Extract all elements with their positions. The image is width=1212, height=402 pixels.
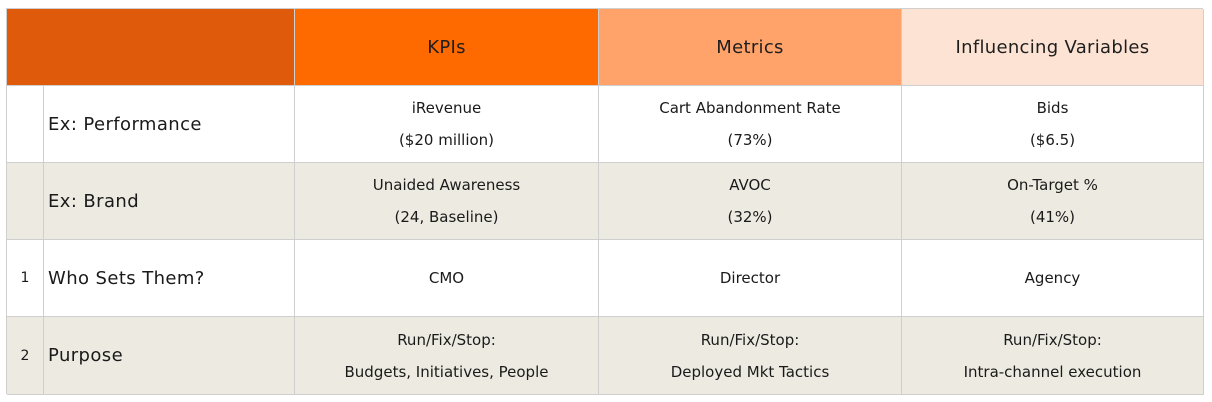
cell-line: iRevenue (411, 99, 482, 117)
cell-line: (73%) (727, 131, 773, 149)
metric-cell-performance: Cart Abandonment Rate (73%) (599, 86, 902, 163)
header-metrics-label: Metrics (716, 36, 784, 58)
influencing-cell-brand: On-Target % (41%) (902, 163, 1204, 240)
header-corner (7, 9, 295, 86)
cell-line: On-Target % (1007, 176, 1098, 194)
row-number: 2 (7, 317, 44, 395)
cell-line: (32%) (727, 208, 773, 226)
header-influencing-variables: Influencing Variables (902, 9, 1204, 86)
row-number (7, 86, 44, 163)
header-kpis: KPIs (295, 9, 599, 86)
metric-cell-brand: AVOC (32%) (599, 163, 902, 240)
cell-line: Unaided Awareness (372, 176, 521, 194)
metric-cell-who-sets-them: Director (599, 240, 902, 317)
influencing-cell-who-sets-them: Agency (902, 240, 1204, 317)
cell-line: Cart Abandonment Rate (659, 99, 841, 117)
influencing-cell-purpose: Run/Fix/Stop: Intra-channel execution (902, 317, 1204, 395)
cell-line: Run/Fix/Stop: (700, 330, 800, 349)
cell-line: AVOC (729, 176, 771, 194)
cell-line: ($6.5) (1029, 131, 1076, 149)
header-influencing-variables-label: Influencing Variables (955, 36, 1150, 58)
influencing-cell-performance: Bids ($6.5) (902, 86, 1204, 163)
kpi-table: KPIs Metrics Influencing Variables Ex: P… (6, 8, 1204, 395)
kpi-cell-performance: iRevenue ($20 million) (295, 86, 599, 163)
row-label-purpose: Purpose (44, 317, 295, 395)
kpi-cell-brand: Unaided Awareness (24, Baseline) (295, 163, 599, 240)
row-label-performance: Ex: Performance (44, 86, 295, 163)
kpi-cell-who-sets-them: CMO (295, 240, 599, 317)
header-metrics: Metrics (599, 9, 902, 86)
cell-line: (41%) (1029, 208, 1076, 226)
cell-line: Run/Fix/Stop: (397, 330, 496, 349)
header-kpis-label: KPIs (427, 36, 466, 58)
row-number: 1 (7, 240, 44, 317)
cell-line: ($20 million) (398, 131, 495, 149)
cell-line: Run/Fix/Stop: (1003, 330, 1102, 349)
cell-line: Budgets, Initiatives, People (344, 362, 549, 381)
cell-line: Bids (1036, 99, 1069, 117)
metric-cell-purpose: Run/Fix/Stop: Deployed Mkt Tactics (599, 317, 902, 395)
cell-line: Intra-channel execution (963, 362, 1142, 381)
cell-line: Deployed Mkt Tactics (670, 362, 830, 381)
cell-line: (24, Baseline) (394, 208, 499, 226)
row-label-who-sets-them: Who Sets Them? (44, 240, 295, 317)
kpi-cell-purpose: Run/Fix/Stop: Budgets, Initiatives, Peop… (295, 317, 599, 395)
row-number (7, 163, 44, 240)
row-label-brand: Ex: Brand (44, 163, 295, 240)
